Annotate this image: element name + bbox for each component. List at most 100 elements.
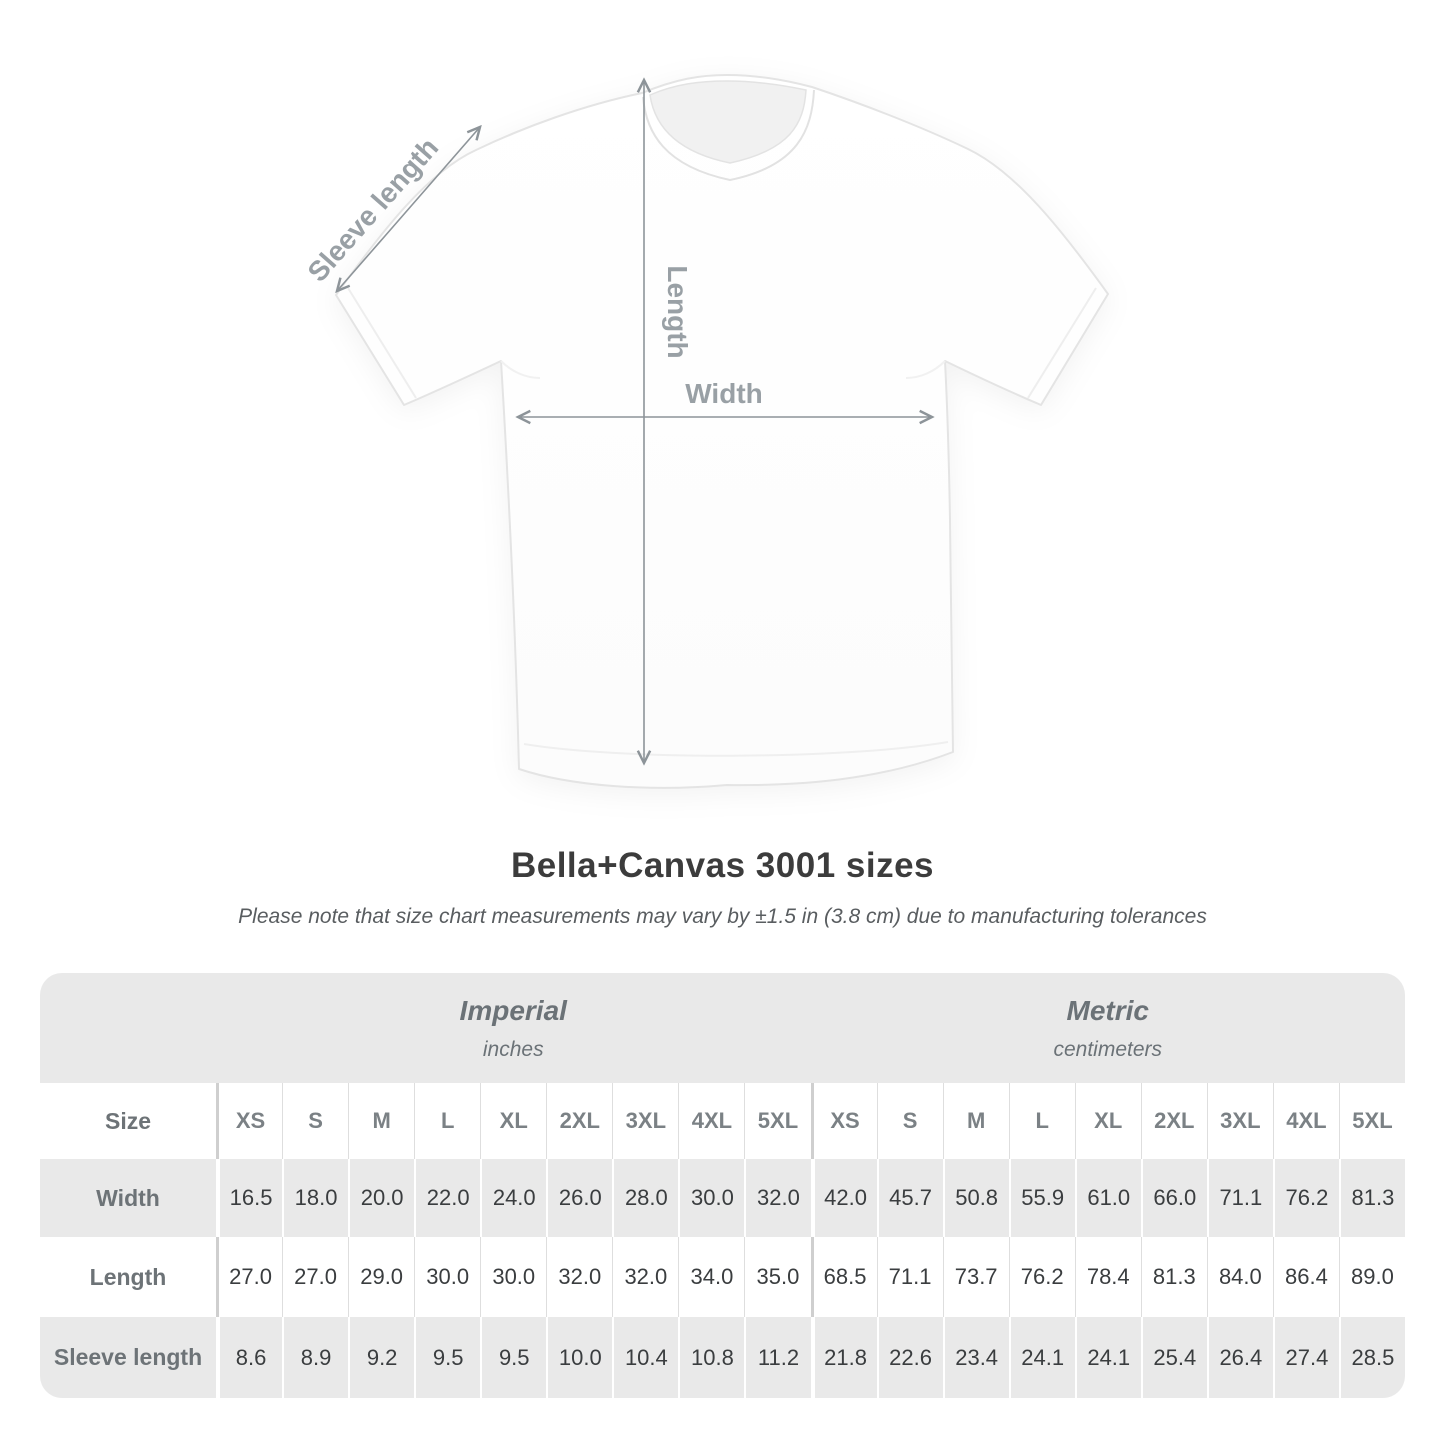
page-subtitle: Please note that size chart measurements… <box>238 905 1207 928</box>
value-cell-metric: 28.5 <box>1338 1317 1405 1398</box>
metric-title: Metric <box>1066 994 1149 1026</box>
width-label: Width <box>685 378 763 409</box>
value-cell-imperial: 32.0 <box>612 1237 678 1317</box>
value-cell-imperial: 29.0 <box>348 1237 414 1317</box>
size-header-metric-xs: XS <box>810 1083 877 1159</box>
value-cell-imperial: 34.0 <box>678 1237 744 1317</box>
tshirt-left-underarm-shade <box>500 360 541 379</box>
size-column-header: Size <box>104 1107 152 1134</box>
size-header-metric-xl: XL <box>1074 1083 1141 1159</box>
size-header-imperial-l: L <box>414 1083 480 1159</box>
value-cell-imperial: 11.2 <box>744 1317 810 1398</box>
value-cell-metric: 45.7 <box>876 1159 943 1237</box>
value-cell-imperial: 8.6 <box>216 1317 282 1398</box>
value-cell-imperial: 10.4 <box>612 1317 678 1398</box>
value-cell-metric: 71.1 <box>876 1237 943 1317</box>
tshirt-body <box>335 74 1109 789</box>
row-label: Sleeve length <box>53 1344 203 1370</box>
value-cell-imperial: 32.0 <box>546 1237 612 1317</box>
value-cell-imperial: 9.5 <box>480 1317 546 1398</box>
value-cell-metric: 71.1 <box>1206 1159 1273 1237</box>
value-cell-metric: 81.3 <box>1140 1237 1207 1317</box>
size-header-metric-s: S <box>876 1083 943 1159</box>
imperial-header: Imperial inches <box>216 973 811 1083</box>
value-cell-metric: 86.4 <box>1272 1237 1339 1317</box>
size-header-imperial-3xl: 3XL <box>612 1083 678 1159</box>
size-header-imperial-2xl: 2XL <box>546 1083 612 1159</box>
table-row-length: Length 27.0 27.0 29.0 30.0 30.0 32.0 32.0 34.0 35… <box>40 1237 1405 1317</box>
value-cell-metric: 22.6 <box>876 1317 943 1398</box>
value-cell-imperial: 30.0 <box>414 1237 480 1317</box>
tshirt-measurement-diagram: Sleeve length Length Width <box>301 74 1109 789</box>
value-cell-imperial: 35.0 <box>744 1237 810 1317</box>
page-title: Bella+Canvas 3001 sizes <box>510 846 935 885</box>
value-cell-metric: 78.4 <box>1074 1237 1141 1317</box>
value-cell-imperial: 10.8 <box>678 1317 744 1398</box>
size-header-row: Size XS S M L XL 2XL 3XL 4XL 5XL XS S M L XL 2XL 3XL 4XL 5… <box>40 1083 1405 1159</box>
tshirt-collar-opening <box>649 80 807 164</box>
value-cell-metric: 25.4 <box>1140 1317 1207 1398</box>
value-cell-metric: 76.2 <box>1008 1237 1075 1317</box>
value-cell-imperial: 30.0 <box>678 1159 744 1237</box>
measurement-lines <box>337 80 932 763</box>
value-cell-imperial: 8.9 <box>282 1317 348 1398</box>
value-cell-imperial: 22.0 <box>414 1159 480 1237</box>
size-header-imperial-s: S <box>282 1083 348 1159</box>
value-cell-metric: 42.0 <box>810 1159 877 1237</box>
value-cell-metric: 23.4 <box>942 1317 1009 1398</box>
value-cell-imperial: 10.0 <box>546 1317 612 1398</box>
value-cell-imperial: 28.0 <box>612 1159 678 1237</box>
tshirt-illustration <box>335 74 1109 789</box>
table-body: Width 16.5 18.0 20.0 22.0 24.0 26.0 28.0 30.0 32.… <box>40 1159 1405 1398</box>
table-row-width: Width 16.5 18.0 20.0 22.0 24.0 26.0 28.0 30.0 32.… <box>40 1159 1405 1237</box>
value-cell-metric: 81.3 <box>1338 1159 1405 1237</box>
table-header-band: Imperial inches Metric centimeters <box>40 973 1405 1083</box>
size-header-metric-5xl: 5XL <box>1338 1083 1405 1159</box>
value-cell-metric: 27.4 <box>1272 1317 1339 1398</box>
value-cell-metric: 21.8 <box>810 1317 877 1398</box>
size-header-imperial-xs: XS <box>216 1083 282 1159</box>
value-cell-imperial: 20.0 <box>348 1159 414 1237</box>
value-cell-imperial: 16.5 <box>216 1159 282 1237</box>
size-header-metric-m: M <box>942 1083 1009 1159</box>
value-cell-metric: 76.2 <box>1272 1159 1339 1237</box>
row-label: Length <box>89 1263 167 1290</box>
size-header-metric-3xl: 3XL <box>1206 1083 1273 1159</box>
metric-header: Metric centimeters <box>811 973 1406 1083</box>
sleeve-measure-line <box>337 127 480 291</box>
tshirt-hem-seam <box>523 741 949 757</box>
tshirt-right-cuff-seam <box>1027 287 1097 399</box>
size-header-imperial-5xl: 5XL <box>744 1083 810 1159</box>
value-cell-metric: 24.1 <box>1008 1317 1075 1398</box>
size-table: Imperial inches Metric centimeters Size X… <box>40 973 1405 1398</box>
size-header-metric-4xl: 4XL <box>1272 1083 1339 1159</box>
size-header-metric-l: L <box>1008 1083 1075 1159</box>
value-cell-metric: 73.7 <box>942 1237 1009 1317</box>
value-cell-imperial: 9.2 <box>348 1317 414 1398</box>
value-cell-imperial: 9.5 <box>414 1317 480 1398</box>
value-cell-imperial: 18.0 <box>282 1159 348 1237</box>
value-cell-metric: 68.5 <box>810 1237 877 1317</box>
imperial-unit: inches <box>482 1037 544 1061</box>
value-cell-imperial: 27.0 <box>282 1237 348 1317</box>
row-label: Width <box>96 1184 160 1211</box>
value-cell-imperial: 26.0 <box>546 1159 612 1237</box>
imperial-title: Imperial <box>459 994 567 1026</box>
value-cell-metric: 50.8 <box>942 1159 1009 1237</box>
value-cell-metric: 66.0 <box>1140 1159 1207 1237</box>
size-header-imperial-xl: XL <box>480 1083 546 1159</box>
value-cell-imperial: 32.0 <box>744 1159 810 1237</box>
tshirt-left-cuff-seam <box>347 287 417 399</box>
length-label: Length <box>662 265 693 358</box>
value-cell-imperial: 30.0 <box>480 1237 546 1317</box>
size-header-imperial-m: M <box>348 1083 414 1159</box>
size-header-metric-2xl: 2XL <box>1140 1083 1207 1159</box>
size-header-imperial-4xl: 4XL <box>678 1083 744 1159</box>
value-cell-metric: 84.0 <box>1206 1237 1273 1317</box>
value-cell-metric: 55.9 <box>1008 1159 1075 1237</box>
table-row-sleeve-length: Sleeve length 8.6 8.9 9.2 9.5 9.5 10.0 10.4 10.8… <box>40 1317 1405 1398</box>
value-cell-imperial: 24.0 <box>480 1159 546 1237</box>
metric-unit: centimeters <box>1053 1037 1163 1061</box>
value-cell-imperial: 27.0 <box>216 1237 282 1317</box>
value-cell-metric: 26.4 <box>1206 1317 1273 1398</box>
